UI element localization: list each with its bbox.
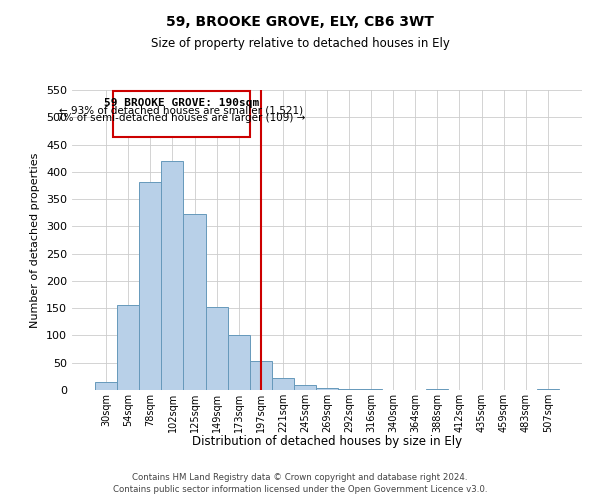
Bar [272,378,294,390]
Bar [117,306,139,390]
Bar [250,360,272,390]
Text: Distribution of detached houses by size in Ely: Distribution of detached houses by size … [192,435,462,448]
Bar [184,214,206,390]
Bar [206,306,227,390]
Text: ← 93% of detached houses are smaller (1,521): ← 93% of detached houses are smaller (1,… [59,106,304,116]
Text: 7% of semi-detached houses are larger (109) →: 7% of semi-detached houses are larger (1… [57,113,305,123]
Bar [161,161,184,390]
Text: Size of property relative to detached houses in Ely: Size of property relative to detached ho… [151,38,449,51]
Text: 59 BROOKE GROVE: 190sqm: 59 BROOKE GROVE: 190sqm [104,98,259,108]
Y-axis label: Number of detached properties: Number of detached properties [31,152,40,328]
Bar [227,336,250,390]
Bar [316,388,338,390]
Text: Contains HM Land Registry data © Crown copyright and database right 2024.: Contains HM Land Registry data © Crown c… [132,472,468,482]
Bar [113,91,250,137]
Text: 59, BROOKE GROVE, ELY, CB6 3WT: 59, BROOKE GROVE, ELY, CB6 3WT [166,15,434,29]
Text: Contains public sector information licensed under the Open Government Licence v3: Contains public sector information licen… [113,485,487,494]
Bar [338,389,360,390]
Bar [139,182,161,390]
Bar [294,384,316,390]
Bar [95,382,117,390]
